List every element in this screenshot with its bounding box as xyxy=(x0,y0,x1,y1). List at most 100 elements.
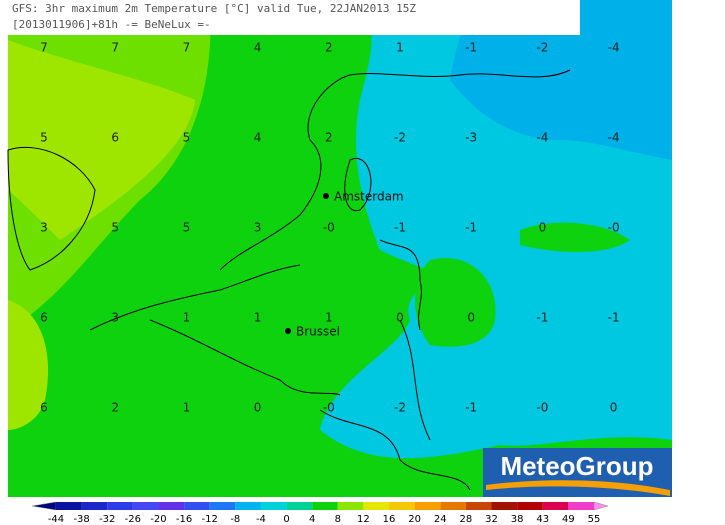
logo-text: MeteoGroup xyxy=(500,451,653,481)
grid-value: -0 xyxy=(536,401,548,415)
coastline xyxy=(7,69,571,271)
header-subtitle: [2013011906]+81h -= BeNeLux =- xyxy=(12,18,211,31)
grid-value: 1 xyxy=(183,401,191,415)
colorbar-segment xyxy=(440,502,466,510)
colorbar-segment xyxy=(158,502,185,510)
grid-value: 7 xyxy=(111,41,119,55)
grid-value: 6 xyxy=(111,131,119,145)
grid-value: -3 xyxy=(465,131,477,145)
colorbar-label: 12 xyxy=(357,514,370,525)
value-grid: 7 7 7 4 2 1 -1 -2 -4 5 6 5 4 2 -2 -3 -4 -4 3 5 5 3 -0 -1 -1 0 -0 6 3… xyxy=(40,41,619,415)
grid-value: 3 xyxy=(111,311,119,325)
city-dot xyxy=(323,193,329,199)
map xyxy=(7,0,672,497)
grid-value: -1 xyxy=(465,221,477,235)
grid-value: 2 xyxy=(111,401,119,415)
zone-island xyxy=(415,258,496,347)
city-label: Brussel xyxy=(296,325,340,339)
grid-value: -0 xyxy=(323,401,335,415)
city-label: Amsterdam xyxy=(334,190,404,204)
grid-value: -0 xyxy=(608,221,620,235)
grid-value: -1 xyxy=(465,401,477,415)
colorbar-label: 43 xyxy=(536,514,549,525)
grid-value: 7 xyxy=(183,41,191,55)
colorbar-segment xyxy=(337,502,364,510)
grid-value: 0 xyxy=(610,401,618,415)
grid-value: 3 xyxy=(254,221,262,235)
grid-value: -0 xyxy=(323,221,335,235)
colorbar-segment xyxy=(184,502,210,510)
colorbar-label: -20 xyxy=(150,514,166,525)
grid-value: 3 xyxy=(40,221,48,235)
colorbar-label: 32 xyxy=(485,514,498,525)
header-title: GFS: 3hr maximum 2m Temperature [°C] val… xyxy=(12,2,416,15)
colorbar-label: 0 xyxy=(283,514,289,525)
border xyxy=(89,239,471,491)
zone-island-2 xyxy=(520,222,630,252)
colorbar-label: -32 xyxy=(99,514,115,525)
grid-value: -1 xyxy=(394,221,406,235)
colorbar-label: 28 xyxy=(460,514,473,525)
grid-value: 1 xyxy=(325,311,333,325)
colorbar-arrow-left xyxy=(31,501,57,511)
colorbar-label: -44 xyxy=(48,514,64,525)
grid-value: 0 xyxy=(254,401,262,415)
colorbar-segment xyxy=(363,502,390,510)
colorbar-segment xyxy=(260,502,287,510)
colorbar-label: -26 xyxy=(125,514,141,525)
grid-value: -4 xyxy=(608,41,620,55)
colorbar: -44 -38 -32 -26 -20 -16 -12 -8 -4 0 4 8 12 16 20 24 28 32… xyxy=(31,501,609,525)
colorbar-segment xyxy=(465,502,492,510)
colorbar-arrow-right xyxy=(593,501,609,511)
colorbar-label: -16 xyxy=(176,514,192,525)
grid-value: 2 xyxy=(325,131,333,145)
logo-swoosh xyxy=(486,480,670,496)
grid-value: 5 xyxy=(183,221,191,235)
colorbar-label: -8 xyxy=(230,514,240,525)
colorbar-segment xyxy=(235,502,261,510)
colorbar-segment xyxy=(56,502,82,510)
colorbar-label: -4 xyxy=(256,514,266,525)
colorbar-label: 38 xyxy=(511,514,524,525)
colorbar-segment xyxy=(389,502,415,510)
grid-value: 7 xyxy=(40,41,48,55)
colorbar-segment xyxy=(312,502,338,510)
grid-value: -2 xyxy=(536,41,548,55)
grid-value: 2 xyxy=(325,41,333,55)
colorbar-segment xyxy=(542,502,569,510)
zone-colder xyxy=(450,0,672,160)
colorbar-label: 8 xyxy=(335,514,341,525)
grid-value: 0 xyxy=(396,311,404,325)
grid-value: 5 xyxy=(111,221,119,235)
colorbar-segment xyxy=(107,502,133,510)
colorbar-label: 24 xyxy=(434,514,447,525)
colorbar-segment xyxy=(209,502,236,510)
colorbar-label: -12 xyxy=(202,514,218,525)
colorbar-segment xyxy=(517,502,543,510)
grid-value: -2 xyxy=(394,131,406,145)
logo: MeteoGroup xyxy=(483,448,672,497)
colorbar-segment xyxy=(491,502,518,510)
grid-value: -4 xyxy=(608,131,620,145)
grid-value: 6 xyxy=(40,311,48,325)
grid-value: 6 xyxy=(40,401,48,415)
grid-value: 0 xyxy=(539,221,547,235)
colorbar-segment xyxy=(286,502,313,510)
colorbar-label: 4 xyxy=(309,514,315,525)
colorbar-label: 55 xyxy=(588,514,601,525)
grid-value: 4 xyxy=(254,131,262,145)
colorbar-label: 20 xyxy=(408,514,421,525)
city-dot xyxy=(285,328,291,334)
colorbar-segment xyxy=(414,502,441,510)
colorbar-segment xyxy=(132,502,159,510)
zone-warm-2 xyxy=(8,300,49,430)
grid-value: -4 xyxy=(536,131,548,145)
grid-value: 5 xyxy=(183,131,191,145)
grid-value: -1 xyxy=(536,311,548,325)
cities: Amsterdam Brussel xyxy=(285,190,404,339)
grid-value: -2 xyxy=(394,401,406,415)
zone-warm xyxy=(8,40,195,240)
grid-value: 4 xyxy=(254,41,262,55)
colorbar-segment xyxy=(568,502,594,510)
